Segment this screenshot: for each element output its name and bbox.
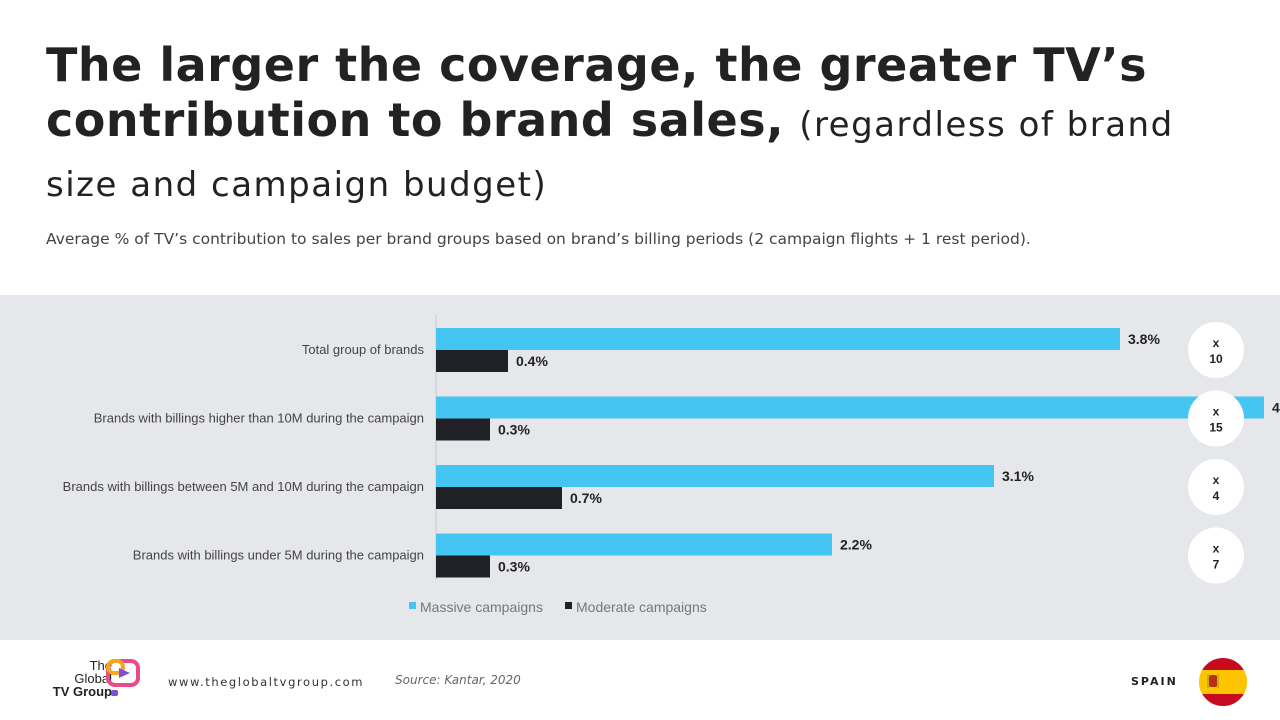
bar-moderate (436, 350, 508, 372)
bar-chart: Total group of brands 3.8% 0.4% x 10 Brands w… (63, 315, 1280, 615)
category-label: Brands with billings under 5M during the… (133, 548, 424, 563)
bar-massive (436, 396, 1264, 419)
category-label: Total group of brands (302, 342, 425, 357)
legend-label: Massive campaigns (420, 599, 543, 615)
legend-swatch (409, 602, 416, 609)
country-label: SPAIN (1131, 675, 1178, 688)
company-logo: The Global TV Group (50, 656, 150, 706)
bar-moderate (436, 555, 490, 578)
bar-massive (436, 465, 994, 487)
logo-line-3: TV Group (52, 684, 112, 699)
chart-panel: Total group of brands 3.8% 0.4% x 10 Brands w… (0, 295, 1280, 640)
tv-logo-icon (106, 659, 140, 696)
chart-subtitle: Average % of TV’s contribution to sales … (46, 230, 1031, 248)
logo-line-2: Global (74, 671, 112, 686)
multiplier-symbol: x (1213, 336, 1220, 350)
spain-flag-icon (1197, 656, 1249, 708)
data-label: 0.3% (498, 559, 530, 575)
data-label: 2.2% (840, 537, 872, 553)
title-qualifier: (regardless of brand size and campaign b… (46, 105, 1174, 205)
data-label: 4.6% (1272, 400, 1280, 416)
logo-text: The Global TV Group (53, 659, 112, 698)
page-title: The larger the coverage, the greater TV’… (46, 38, 1246, 213)
multiplier-value: 4 (1213, 489, 1220, 503)
website-url[interactable]: www.theglobaltvgroup.com (168, 675, 365, 689)
title-main: The larger the coverage, the greater TV’… (46, 38, 1148, 147)
multiplier-symbol: x (1213, 405, 1220, 419)
multiplier-badge (1188, 527, 1244, 584)
bar-massive (436, 533, 832, 556)
multiplier-badge (1188, 390, 1244, 447)
multiplier-badge (1188, 322, 1244, 378)
multiplier-symbol: x (1213, 473, 1220, 487)
data-label: 0.7% (570, 490, 602, 506)
legend-swatch (565, 602, 572, 609)
multiplier-value: 10 (1209, 352, 1223, 366)
bar-massive (436, 328, 1120, 350)
source-note: Source: Kantar, 2020 (395, 673, 521, 687)
category-label: Brands with billings higher than 10M dur… (94, 411, 424, 426)
multiplier-badge (1188, 459, 1244, 515)
legend-label: Moderate campaigns (576, 599, 707, 615)
category-label: Brands with billings between 5M and 10M … (63, 479, 424, 494)
multiplier-value: 15 (1209, 421, 1223, 435)
bar-moderate (436, 418, 490, 441)
bar-moderate (436, 487, 562, 509)
data-label: 0.3% (498, 422, 530, 438)
data-label: 0.4% (516, 353, 548, 369)
multiplier-value: 7 (1213, 558, 1220, 572)
multiplier-symbol: x (1213, 542, 1220, 556)
data-label: 3.1% (1002, 468, 1034, 484)
data-label: 3.8% (1128, 331, 1160, 347)
